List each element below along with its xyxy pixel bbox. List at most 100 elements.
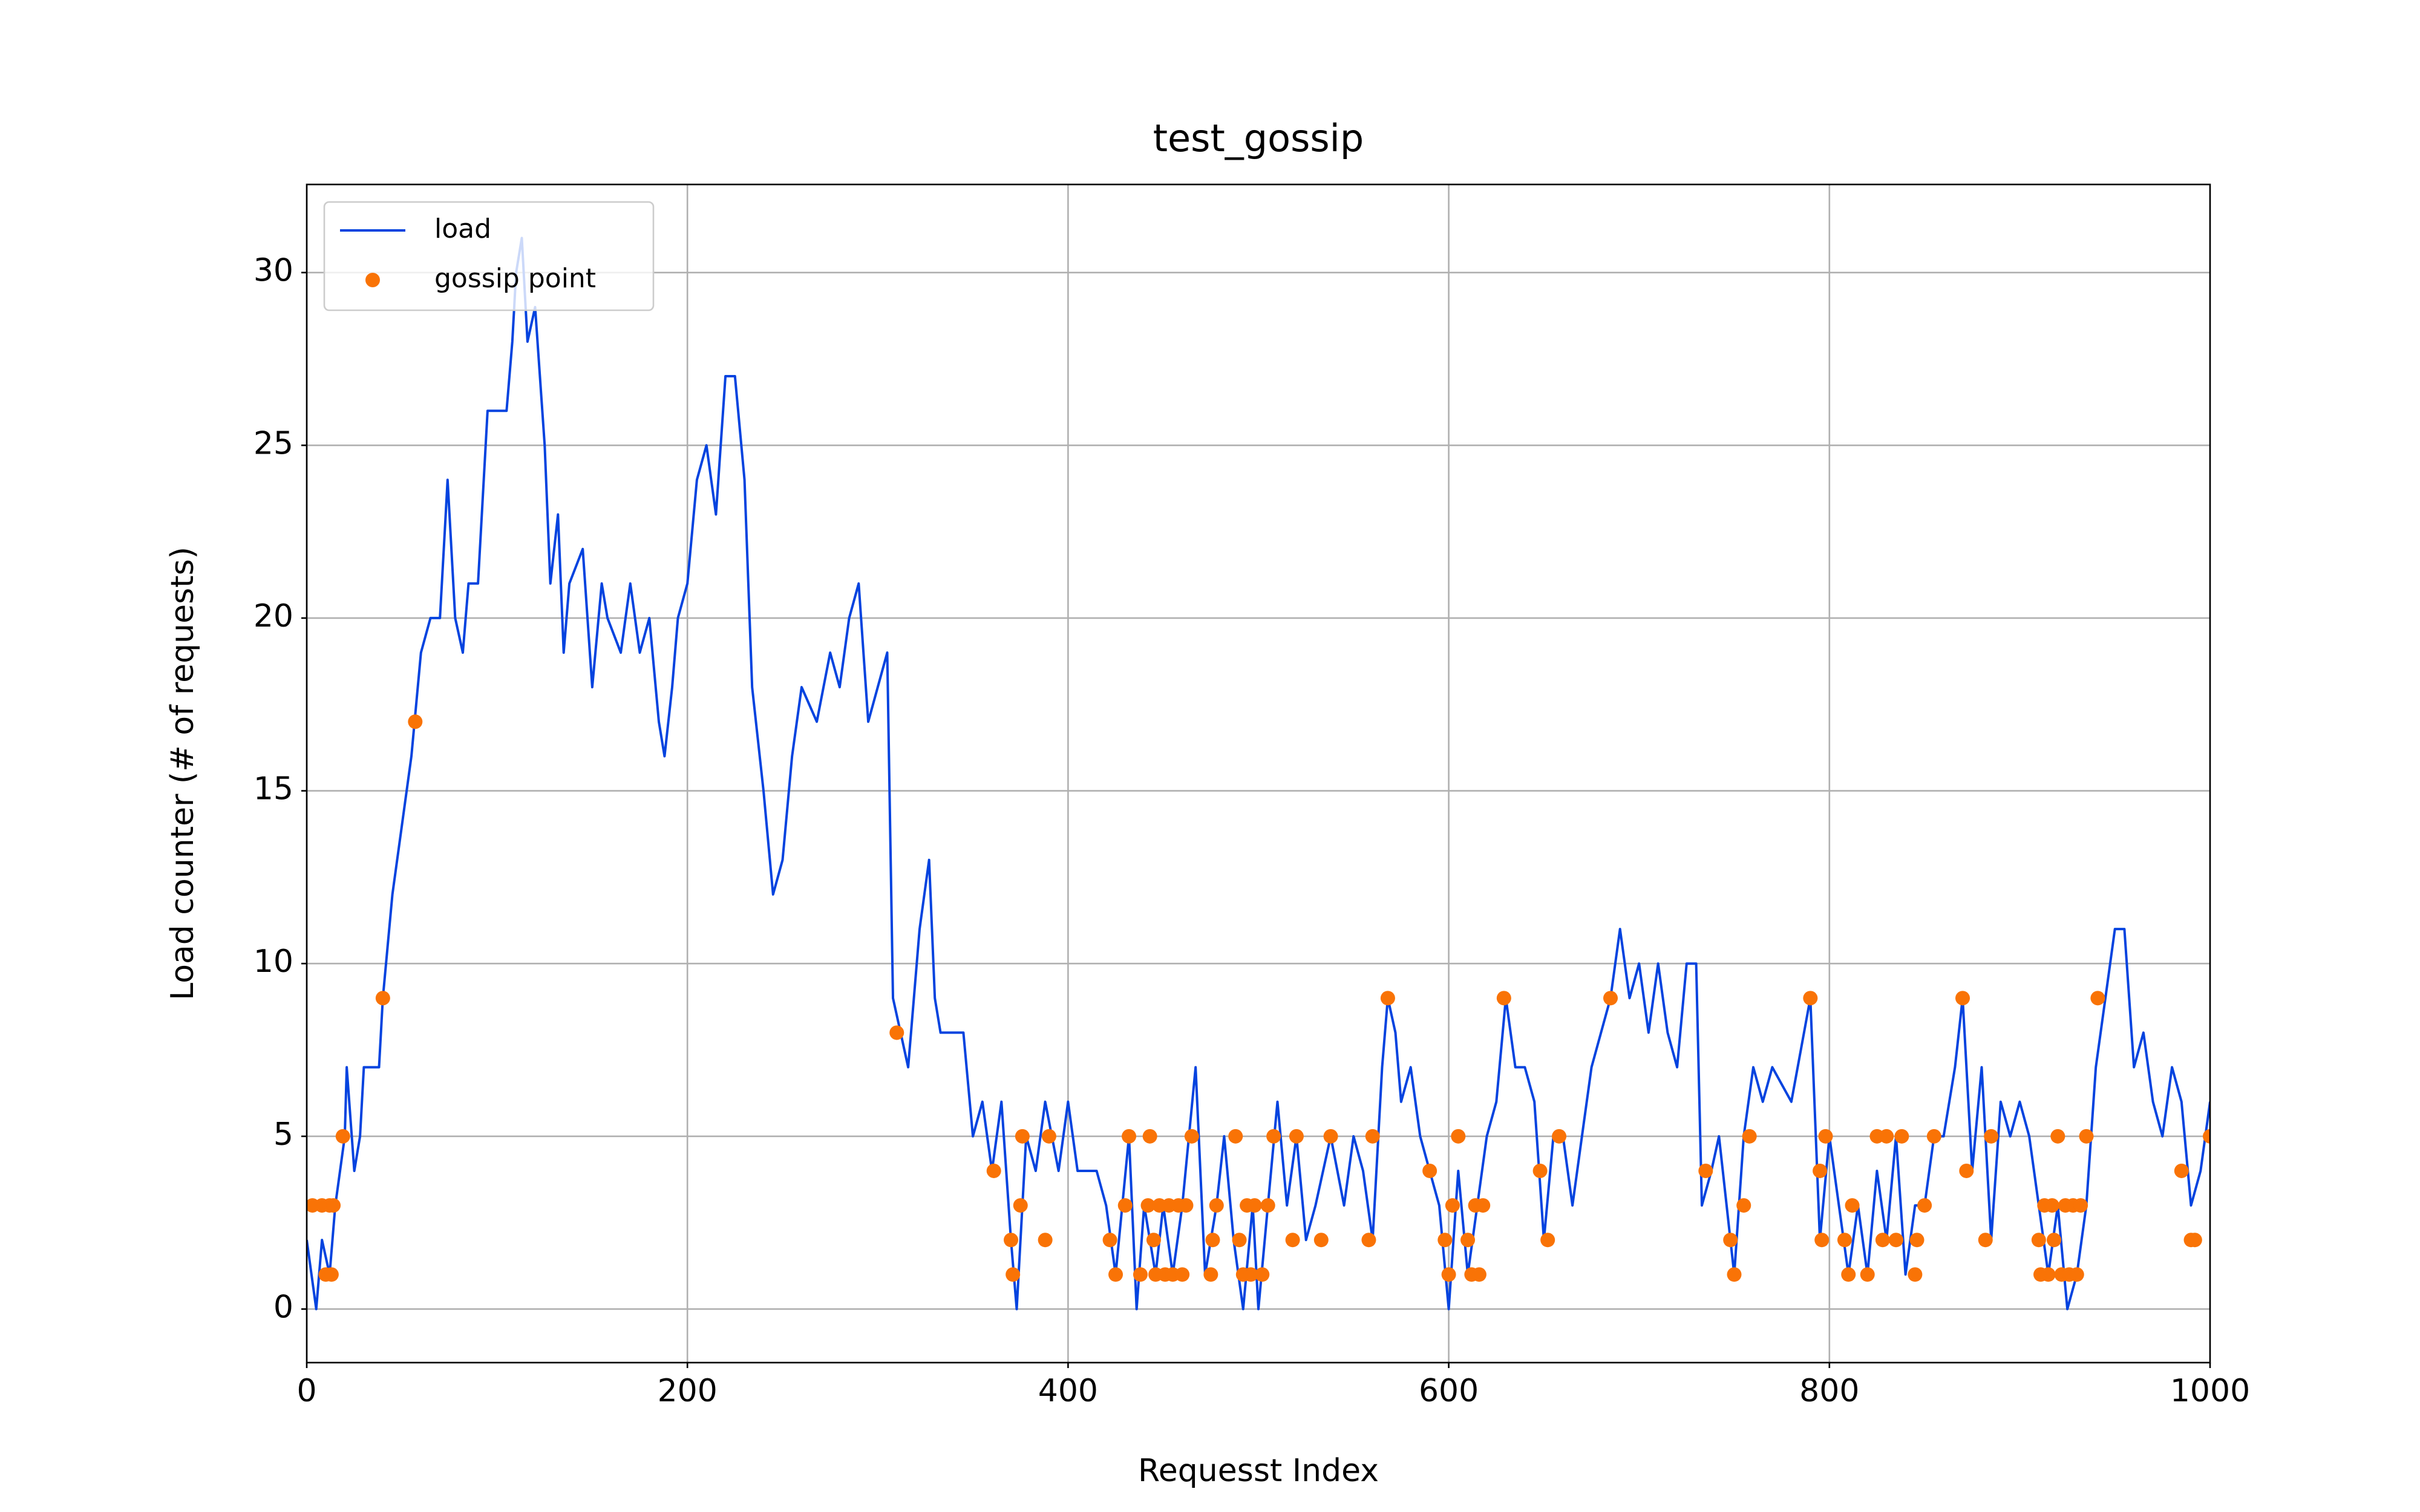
legend-label: gossip point: [434, 263, 596, 294]
gossip-point: [1365, 1129, 1380, 1144]
gossip-point: [1209, 1198, 1224, 1213]
gossip-point: [1926, 1129, 1941, 1144]
gossip-point: [1909, 1233, 1925, 1248]
gossip-point: [1203, 1267, 1218, 1282]
gossip-point: [1140, 1198, 1156, 1213]
gossip-point: [375, 991, 390, 1006]
gossip-point: [1102, 1233, 1117, 1248]
legend-marker: [365, 273, 380, 287]
gossip-point: [1603, 991, 1618, 1006]
gossip-point: [1422, 1163, 1437, 1178]
gossip-point: [1175, 1267, 1190, 1282]
gossip-point: [1013, 1198, 1028, 1213]
gossip-point: [1875, 1233, 1890, 1248]
gossip-point: [1323, 1129, 1338, 1144]
gossip-point: [335, 1129, 350, 1144]
gossip-point: [2090, 991, 2105, 1006]
y-tick-label: 20: [253, 598, 293, 634]
gossip-point: [408, 714, 423, 729]
gossip-point: [1142, 1129, 1157, 1144]
gossip-point: [1723, 1233, 1738, 1248]
gossip-point: [1038, 1233, 1053, 1248]
gossip-point: [2047, 1233, 2062, 1248]
axes-frame: [306, 183, 2211, 1364]
gossip-point: [889, 1025, 904, 1040]
gossip-point: [2069, 1267, 2084, 1282]
gossip-point: [1803, 991, 1818, 1006]
gossip-point: [1266, 1129, 1281, 1144]
gossip-point: [1917, 1198, 1932, 1213]
gossip-point: [1255, 1267, 1270, 1282]
load-line: [307, 236, 2210, 1311]
legend-box: [323, 201, 655, 311]
gossip-point: [1247, 1198, 1262, 1213]
gossip-point: [1445, 1198, 1460, 1213]
gossip-point: [1860, 1267, 1875, 1282]
gossip-point: [2041, 1267, 2056, 1282]
gossip-point: [324, 1267, 339, 1282]
gossip-point: [1004, 1233, 1019, 1248]
gossip-point: [1984, 1129, 1999, 1144]
gossip-point: [2031, 1233, 2046, 1248]
x-tick-label: 200: [658, 1373, 718, 1409]
y-tick-label: 10: [253, 943, 293, 980]
gossip-point: [1015, 1129, 1030, 1144]
x-tick-label: 600: [1419, 1373, 1479, 1409]
gossip-point: [1460, 1233, 1476, 1248]
gossip-point: [1451, 1129, 1466, 1144]
gossip-point: [1117, 1198, 1133, 1213]
gossip-point: [2079, 1129, 2094, 1144]
gossip-point: [1742, 1129, 1757, 1144]
gossip-point: [1496, 991, 1511, 1006]
y-tick-label: 5: [273, 1116, 293, 1153]
gossip-point: [1437, 1233, 1453, 1248]
legend: load gossip point: [323, 201, 655, 311]
gossip-point: [1289, 1129, 1304, 1144]
gossip-point: [1476, 1198, 1491, 1213]
gossip-point: [1894, 1129, 1909, 1144]
x-tick-label: 0: [296, 1373, 316, 1409]
gossip-point: [1122, 1129, 1137, 1144]
x-tick-label: 800: [1799, 1373, 1859, 1409]
gossip-point: [1133, 1267, 1148, 1282]
gossip-point: [2174, 1163, 2189, 1178]
gossip-point: [1179, 1198, 1194, 1213]
gossip-point: [1978, 1233, 1993, 1248]
gossip-point: [1845, 1198, 1860, 1213]
gossip-point: [1006, 1267, 1021, 1282]
gossip-point: [1888, 1233, 1903, 1248]
y-tick-label: 25: [253, 425, 293, 461]
gossip-point: [1380, 991, 1395, 1006]
gossip-point: [1205, 1233, 1220, 1248]
gossip-point: [986, 1163, 1001, 1178]
x-axis-label: Requesst Index: [1138, 1453, 1379, 1489]
gossip-point: [1540, 1233, 1555, 1248]
gossip-point: [1908, 1267, 1923, 1282]
gossip-point: [1727, 1267, 1742, 1282]
gossip-point: [2203, 1129, 2210, 1144]
gossip-point: [1260, 1198, 1275, 1213]
gossip-point: [1698, 1163, 1713, 1178]
gossip-point: [1285, 1233, 1300, 1248]
y-tick-label: 30: [253, 253, 293, 289]
gossip-point: [2050, 1129, 2065, 1144]
plot-area: [307, 184, 2210, 1363]
gossip-point: [1441, 1267, 1456, 1282]
gossip-point: [1361, 1233, 1376, 1248]
gossip-point: [1959, 1163, 1974, 1178]
chart-title: test_gossip: [1153, 116, 1364, 160]
gossip-point: [1818, 1129, 1833, 1144]
gossip-point: [1243, 1267, 1258, 1282]
x-tick-label: 1000: [2170, 1373, 2250, 1409]
gossip-point: [1313, 1233, 1329, 1248]
gossip-point: [1532, 1163, 1548, 1178]
gossip-point: [1108, 1267, 1123, 1282]
gossip-point: [2044, 1198, 2059, 1213]
gossip-point: [1841, 1267, 1856, 1282]
gossip-point: [1041, 1129, 1056, 1144]
gossip-point: [1955, 991, 1970, 1006]
gossip-point: [1184, 1129, 1199, 1144]
gossip-point: [2073, 1198, 2088, 1213]
gossip-point: [1814, 1233, 1830, 1248]
